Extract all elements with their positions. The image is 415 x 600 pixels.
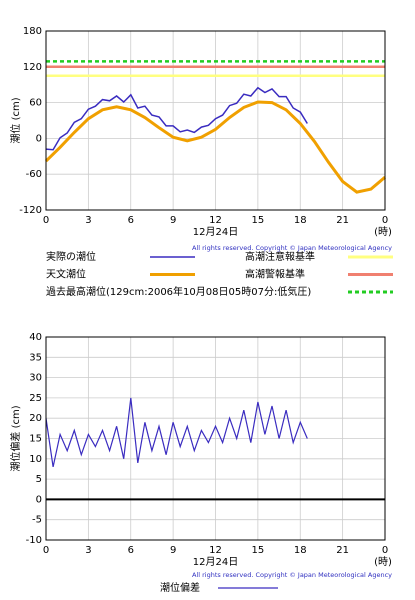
legend-label: 天文潮位 (46, 268, 86, 281)
y-tick-label: 20 (29, 413, 42, 424)
y-tick-label: 10 (29, 454, 42, 465)
data-line (44, 100, 386, 194)
x-tick-label: 21 (336, 215, 349, 226)
y-tick-label: -5 (32, 515, 42, 526)
x-tick-label: 3 (85, 215, 91, 226)
y-tick-label: 0 (36, 494, 42, 505)
x-tick-label: 0 (43, 215, 49, 226)
y-tick-label: 30 (29, 373, 42, 384)
y-tick-label: -120 (19, 205, 42, 216)
y-axis-label: 潮位 (cm) (9, 97, 22, 143)
legend-label: 過去最高潮位(129cm:2006年10月08日05時07分:低気圧) (46, 285, 311, 298)
plot-frame (45, 336, 386, 541)
y-tick-label: 180 (23, 26, 42, 37)
y-tick-label: 25 (29, 393, 42, 404)
data-line (45, 86, 308, 151)
y-tick-label: 5 (36, 474, 42, 485)
x-tick-label: 21 (336, 545, 349, 556)
x-axis-label: 12月24日 (193, 556, 238, 568)
x-tick-label: 12 (209, 545, 222, 556)
plot-frame (45, 30, 386, 211)
legend-label: 高潮警報基準 (245, 268, 305, 281)
copyright: All rights reserved. Copyright © Japan M… (192, 244, 392, 252)
x-tick-label: 6 (128, 215, 134, 226)
y-tick-label: 40 (29, 332, 42, 343)
y-tick-label: -60 (26, 169, 42, 180)
y-tick-label: 35 (29, 352, 42, 363)
y-axis-label: 潮位偏差 (cm) (9, 405, 22, 471)
x-tick-label: 6 (128, 545, 134, 556)
y-tick-label: 120 (23, 62, 42, 73)
x-axis-unit: (時) (374, 556, 392, 568)
x-axis-unit: (時) (374, 226, 392, 238)
x-tick-label: 15 (252, 545, 265, 556)
x-tick-label: 12 (209, 215, 222, 226)
y-tick-label: -10 (26, 535, 42, 546)
x-tick-label: 3 (85, 545, 91, 556)
x-tick-label: 15 (252, 215, 265, 226)
x-tick-label: 18 (294, 545, 307, 556)
x-axis-label: 12月24日 (193, 226, 238, 238)
legend-label: 高潮注意報基準 (245, 250, 315, 263)
x-tick-label: 9 (170, 545, 176, 556)
y-tick-label: 60 (29, 98, 42, 109)
legend-label: 実際の潮位 (46, 250, 96, 263)
data-line (45, 397, 308, 468)
x-tick-label: 0 (382, 545, 388, 556)
x-tick-label: 9 (170, 215, 176, 226)
x-tick-label: 18 (294, 215, 307, 226)
legend-label: 潮位偏差 (160, 581, 200, 594)
x-tick-label: 0 (43, 545, 49, 556)
x-tick-label: 0 (382, 215, 388, 226)
y-tick-label: 0 (36, 133, 42, 144)
copyright: All rights reserved. Copyright © Japan M… (192, 571, 392, 579)
y-tick-label: 15 (29, 434, 42, 445)
